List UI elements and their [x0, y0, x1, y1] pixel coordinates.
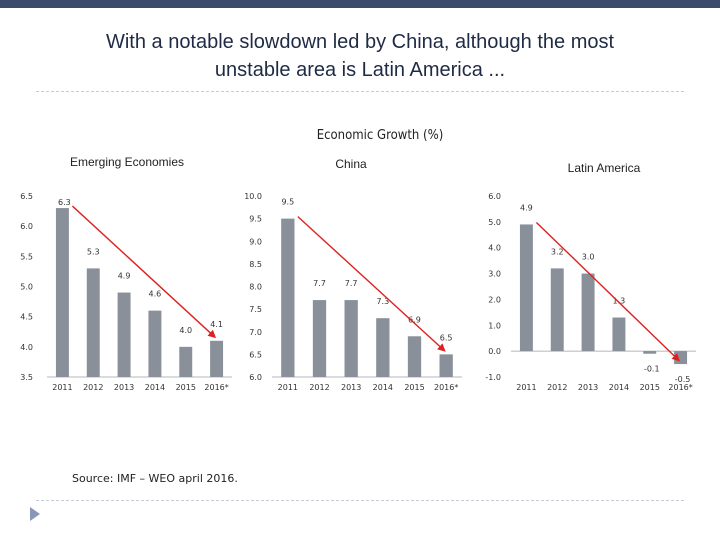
trend-arrow	[535, 221, 681, 362]
y-tick-label: 7.5	[249, 305, 262, 314]
y-tick-label: 5.0	[20, 283, 33, 292]
next-slide-arrow-icon[interactable]	[28, 506, 42, 522]
y-tick-label: 10.0	[244, 192, 262, 201]
category-label: 2014	[373, 383, 393, 392]
y-tick-label: 6.5	[249, 350, 262, 359]
y-tick-label: 4.5	[20, 313, 33, 322]
slide-title: With a notable slowdown led by China, al…	[40, 28, 680, 84]
value-label: 4.9	[520, 203, 533, 212]
bar-2015	[643, 351, 657, 354]
value-label: 1.3	[613, 297, 626, 306]
bar-2016*	[210, 340, 224, 377]
chart-china: China 6.0 6.5 7.0 7.5 8.0 8.5 9.0 9.5 10.0 9.5 2011…	[244, 157, 462, 392]
y-tick-label: 6.0	[20, 222, 33, 231]
value-label: 4.6	[149, 290, 162, 299]
value-label: 5.3	[87, 247, 100, 256]
footer-divider	[36, 500, 684, 501]
y-tick-label: 6.0	[249, 373, 262, 382]
value-label: 3.0	[582, 253, 595, 262]
category-label: 2012	[83, 383, 103, 392]
chart-emerging-economies: Emerging Economies 3.5 4.0 4.5 5.0 5.5 6.0 6.5 6…	[20, 155, 232, 392]
bar-2014	[148, 310, 162, 377]
value-label: -0.5	[675, 375, 691, 384]
category-label: 2011	[278, 383, 298, 392]
value-label: 7.7	[313, 279, 326, 288]
title-divider	[36, 91, 684, 92]
y-tick-label: 2.0	[488, 295, 501, 304]
y-tick-label: 1.0	[488, 321, 501, 330]
y-tick-label: 9.0	[249, 237, 262, 246]
source-note: Source: IMF – WEO april 2016.	[72, 472, 238, 485]
y-tick-label: 6.0	[488, 192, 501, 201]
value-label: 4.9	[118, 272, 131, 281]
bar-2012	[550, 268, 564, 352]
y-tick-label: 0.0	[488, 347, 501, 356]
value-label: 4.0	[179, 326, 192, 335]
bar-2015	[407, 336, 422, 377]
value-label: 3.2	[551, 247, 564, 256]
bar-2011	[519, 224, 533, 352]
slide-title-line-2: unstable area is Latin America ...	[214, 59, 506, 81]
bar-2016*	[439, 354, 453, 377]
y-tick-label: 3.5	[20, 373, 33, 382]
y-tick-label: 4.0	[488, 244, 501, 253]
value-label: 6.9	[408, 315, 421, 324]
value-label: 7.3	[376, 297, 389, 306]
slide-title-line-1: With a notable slowdown led by China, al…	[105, 31, 615, 53]
bar-2014	[612, 317, 626, 352]
value-label: 6.5	[440, 333, 453, 342]
chart-group-subtitle: Economic Growth (%)	[316, 128, 444, 143]
category-label: 2014	[145, 383, 165, 392]
category-label: 2015	[404, 383, 424, 392]
chart-title: Latin America	[568, 161, 641, 175]
chart-title: Emerging Economies	[70, 155, 184, 169]
category-label: 2013	[114, 383, 134, 392]
bar-2015	[179, 346, 193, 377]
category-label: 2012	[547, 383, 567, 392]
y-tick-label: 6.5	[20, 192, 33, 201]
y-tick-label: 8.0	[249, 283, 262, 292]
bar-2014	[376, 318, 390, 377]
y-tick-label: 5.0	[488, 218, 501, 227]
category-label: 2011	[516, 383, 536, 392]
category-label: 2012	[309, 383, 329, 392]
category-label: 2016*	[434, 383, 458, 392]
value-label: 9.5	[281, 198, 294, 207]
y-tick-label: -1.0	[485, 373, 501, 382]
y-tick-label: 4.0	[20, 343, 33, 352]
category-label: 2016*	[668, 383, 692, 392]
bar-2013	[117, 292, 131, 377]
value-label: -0.1	[644, 365, 660, 374]
bar-2012	[312, 300, 327, 377]
category-label: 2013	[578, 383, 598, 392]
bar-2012	[86, 268, 100, 377]
y-tick-label: 5.5	[20, 252, 33, 261]
bar-2011	[55, 208, 69, 377]
category-label: 2015	[640, 383, 660, 392]
category-label: 2013	[341, 383, 361, 392]
y-tick-label: 7.0	[249, 328, 262, 337]
value-label: 4.1	[210, 320, 223, 329]
y-tick-label: 8.5	[249, 260, 262, 269]
y-tick-label: 3.0	[488, 270, 501, 279]
bar-2013	[581, 273, 595, 352]
top-accent-bar	[0, 0, 720, 8]
chart-title: China	[335, 157, 367, 171]
bar-2013	[344, 300, 358, 377]
y-tick-label: 9.5	[249, 215, 262, 224]
value-label: 6.3	[58, 198, 71, 207]
value-label: 7.7	[345, 279, 358, 288]
chart-latin-america: Latin America -1.0 0.0 1.0 2.0 3.0 4.0 5.0 6.0 4.…	[485, 161, 696, 392]
category-label: 2011	[52, 383, 72, 392]
category-label: 2015	[176, 383, 196, 392]
category-label: 2014	[609, 383, 629, 392]
bar-2011	[281, 218, 295, 377]
category-label: 2016*	[204, 383, 228, 392]
trend-arrow	[71, 205, 217, 339]
trend-arrow	[297, 216, 446, 352]
